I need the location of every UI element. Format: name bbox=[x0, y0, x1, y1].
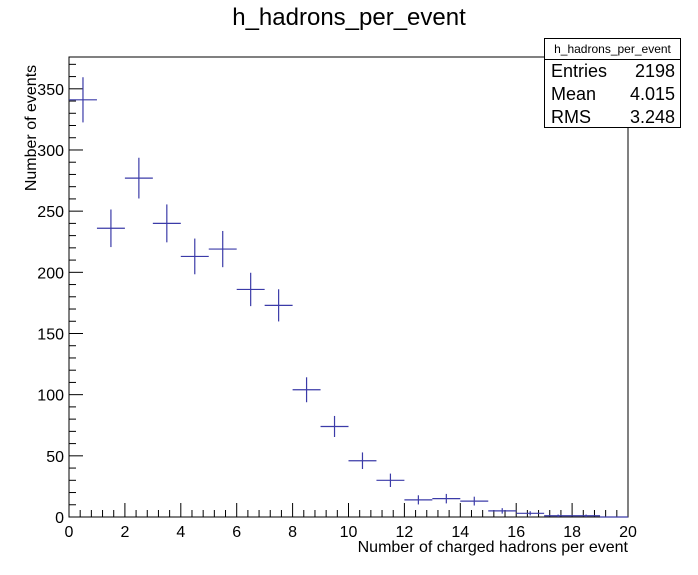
data-point bbox=[516, 511, 545, 516]
data-point bbox=[320, 415, 349, 437]
y-tick-label: 300 bbox=[37, 143, 64, 160]
data-point bbox=[488, 508, 517, 514]
y-tick-label: 250 bbox=[37, 204, 64, 221]
data-point bbox=[264, 289, 293, 322]
x-axis-label: Number of charged hadrons per event bbox=[357, 539, 628, 556]
y-tick-label: 150 bbox=[37, 326, 64, 343]
stats-label: RMS bbox=[551, 107, 591, 127]
data-point bbox=[208, 230, 237, 268]
y-tick-label: 100 bbox=[37, 388, 64, 405]
stats-box: h_hadrons_per_event Entries 2198 Mean 4.… bbox=[544, 38, 681, 128]
x-tick-label: 6 bbox=[232, 524, 241, 541]
y-tick-label: 350 bbox=[37, 82, 64, 99]
chart-title: h_hadrons_per_event bbox=[232, 4, 466, 31]
data-point bbox=[460, 496, 489, 506]
stats-row-mean: Mean 4.015 bbox=[545, 83, 680, 106]
data-point bbox=[572, 514, 601, 517]
data-point bbox=[96, 209, 125, 248]
stats-label: Mean bbox=[551, 84, 597, 104]
stats-row-rms: RMS 3.248 bbox=[545, 106, 680, 129]
x-tick-label: 16 bbox=[507, 524, 525, 541]
stats-value: 2198 bbox=[634, 61, 675, 81]
y-axis-label: Number of events bbox=[23, 64, 40, 192]
x-tick-label: 4 bbox=[176, 524, 185, 541]
data-point bbox=[69, 77, 97, 123]
data-point bbox=[544, 514, 573, 517]
y-tick-label: 50 bbox=[46, 449, 64, 466]
stats-value: 3.248 bbox=[629, 107, 675, 127]
data-point bbox=[376, 473, 405, 487]
x-tick-label: 14 bbox=[451, 524, 469, 541]
data-point bbox=[432, 493, 461, 504]
x-tick-label: 0 bbox=[65, 524, 74, 541]
y-tick-label: 0 bbox=[55, 510, 64, 527]
x-tick-label: 2 bbox=[120, 524, 129, 541]
data-point bbox=[124, 157, 153, 199]
x-tick-label: 12 bbox=[396, 524, 414, 541]
data-point bbox=[152, 204, 181, 243]
data-point bbox=[180, 238, 209, 275]
x-tick-label: 18 bbox=[563, 524, 581, 541]
data-point bbox=[404, 495, 433, 505]
data-point bbox=[292, 377, 321, 403]
stats-row-entries: Entries 2198 bbox=[545, 60, 680, 83]
x-tick-label: 10 bbox=[340, 524, 358, 541]
x-tick-label: 8 bbox=[288, 524, 297, 541]
data-point bbox=[236, 272, 265, 307]
stats-label: Entries bbox=[551, 61, 608, 81]
stats-box-title: h_hadrons_per_event bbox=[545, 39, 680, 60]
y-tick-label: 200 bbox=[37, 265, 64, 282]
stats-value: 4.015 bbox=[629, 84, 675, 104]
x-tick-label: 20 bbox=[619, 524, 637, 541]
data-point bbox=[348, 452, 377, 470]
